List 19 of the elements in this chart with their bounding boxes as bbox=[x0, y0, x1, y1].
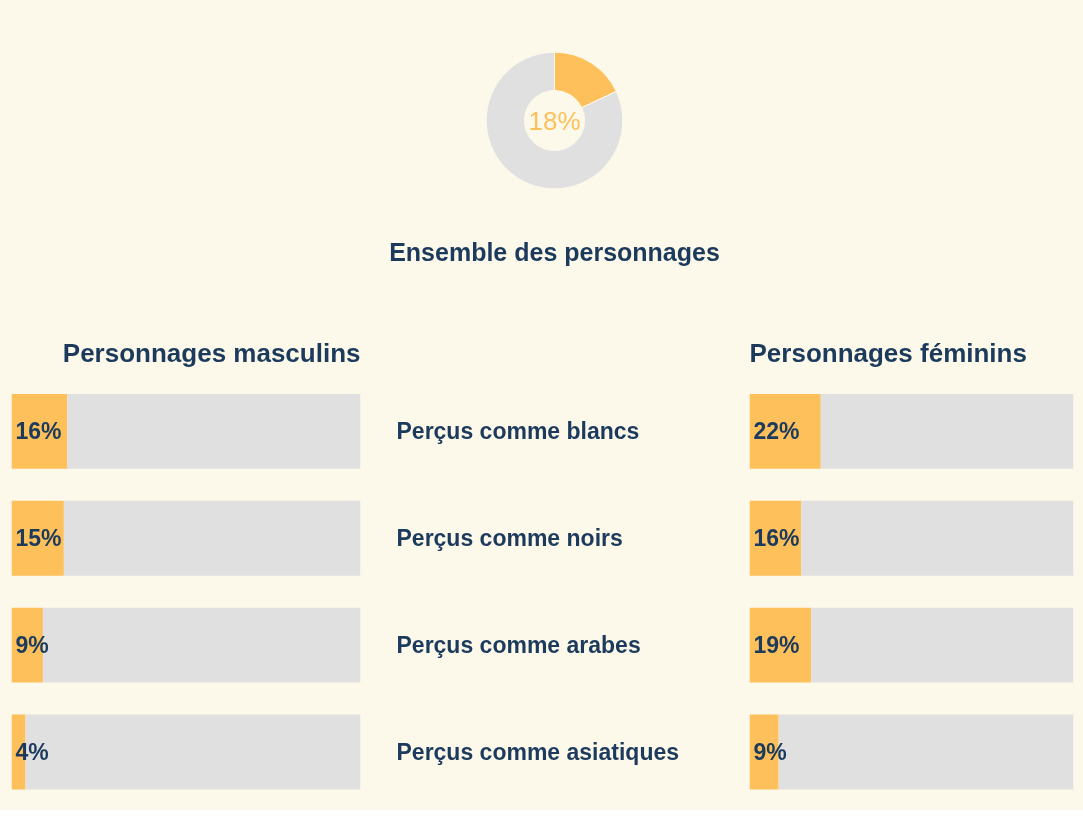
bar bbox=[801, 500, 1074, 576]
text: Ensemble des personnages bbox=[389, 237, 720, 266]
bar bbox=[820, 393, 1074, 469]
y-tick-label: Perçus comme asiatiques bbox=[396, 739, 680, 766]
data-label: 18% bbox=[528, 105, 581, 136]
y-tick-label: Perçus comme blancs bbox=[396, 418, 640, 445]
bar bbox=[63, 500, 361, 576]
y-tick-label: Perçus comme arabes bbox=[396, 632, 641, 659]
bar bbox=[67, 393, 361, 469]
chart-title: Personnages féminins bbox=[749, 337, 1027, 368]
chart-title: Personnages masculins bbox=[62, 337, 361, 368]
data-label: 19% bbox=[753, 632, 800, 659]
data-label: 22% bbox=[753, 418, 800, 445]
bar bbox=[811, 607, 1074, 683]
y-tick-label: Perçus comme noirs bbox=[396, 525, 623, 552]
data-label: 16% bbox=[15, 418, 62, 445]
data-label: 16% bbox=[753, 525, 800, 552]
bar bbox=[749, 393, 821, 469]
data-label: 15% bbox=[15, 525, 62, 552]
